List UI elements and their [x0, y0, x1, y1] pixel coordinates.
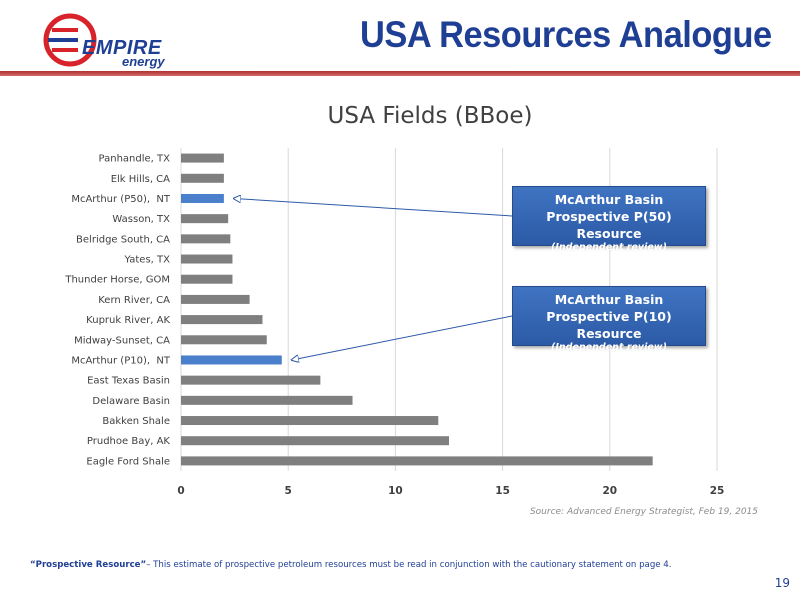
callout-p10-note: (Independent review) [551, 342, 667, 353]
x-tick-label: 10 [388, 485, 403, 497]
x-tick-label: 25 [710, 485, 725, 497]
category-label: Elk Hills, CA [111, 174, 170, 185]
bar [181, 335, 267, 345]
callout-p50-note: (Independent review) [551, 242, 667, 253]
category-label: Bakken Shale [102, 416, 170, 427]
footnote-text: – This estimate of prospective petroleum… [146, 560, 672, 570]
category-label: Belridge South, CA [76, 234, 170, 245]
bar [181, 395, 353, 405]
bar [181, 416, 439, 426]
category-label: Delaware Basin [92, 396, 170, 407]
bar [181, 375, 321, 385]
category-label: Kupruk River, AK [86, 315, 170, 326]
category-label: Wasson, TX [112, 214, 170, 225]
header-divider [0, 71, 800, 76]
bar [181, 254, 233, 264]
empire-energy-logo: EMPIRE energy [40, 10, 200, 69]
bar [181, 294, 250, 304]
callout-p50: McArthur Basin Prospective P(50) Resourc… [512, 186, 706, 253]
category-label: Midway-Sunset, CA [74, 335, 170, 346]
bar [181, 193, 224, 203]
category-label: McArthur (P50), NT [71, 194, 171, 205]
footnote-term: “Prospective Resource” [30, 560, 147, 570]
bar [181, 456, 653, 466]
x-tick-label: 15 [495, 485, 510, 497]
category-label: Yates, TX [124, 255, 171, 266]
bar [181, 214, 229, 224]
logo-mark-icon [43, 13, 97, 67]
logo-subtitle: energy [122, 54, 165, 69]
callout-p50-line1: McArthur Basin [554, 192, 664, 207]
footnote: “Prospective Resource”– This estimate of… [30, 560, 672, 570]
bar [181, 436, 449, 446]
category-label: Prudhoe Bay, AK [87, 436, 171, 447]
chart-title: USA Fields (BBoe) [327, 103, 533, 129]
category-label: Thunder Horse, GOM [64, 275, 170, 286]
callout-arrow [292, 315, 513, 360]
category-label: East Texas Basin [87, 376, 170, 387]
bar [181, 315, 263, 325]
bar [181, 355, 282, 365]
source-note: Source: Advanced Energy Strategist, Feb … [529, 507, 758, 517]
bar [181, 153, 224, 163]
callout-p50-line2: Prospective P(50) Resource [546, 209, 672, 241]
category-label: McArthur (P10), NT [71, 355, 171, 366]
category-label: Eagle Ford Shale [86, 456, 170, 467]
bar [181, 234, 231, 244]
bar [181, 274, 233, 284]
callout-p10-line1: McArthur Basin [554, 292, 664, 307]
logo-wordmark: EMPIRE [82, 37, 162, 59]
callout-p10: McArthur Basin Prospective P(10) Resourc… [512, 286, 706, 353]
x-tick-label: 5 [285, 485, 292, 497]
x-tick-label: 20 [602, 485, 617, 497]
slide-title: USA Resources Analogue [360, 14, 772, 55]
page-number: 19 [774, 576, 790, 590]
category-label: Panhandle, TX [99, 154, 171, 165]
bar [181, 173, 224, 183]
callout-arrow [234, 198, 513, 217]
x-tick-label: 0 [177, 485, 184, 497]
category-label: Kern River, CA [98, 295, 170, 306]
callout-p10-line2: Prospective P(10) Resource [546, 309, 672, 341]
